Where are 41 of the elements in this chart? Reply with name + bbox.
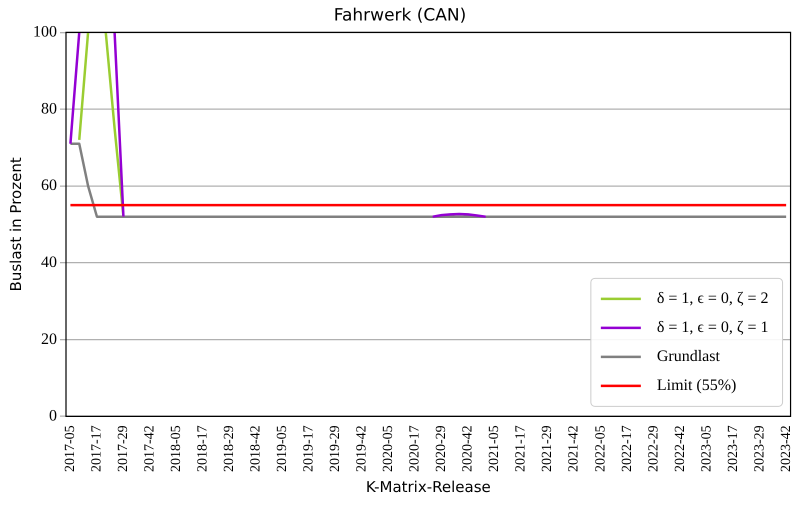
x-tick-label: 2023-05 [699,425,714,472]
x-tick-label: 2018-42 [248,425,264,472]
x-tick-label: 2017-17 [90,425,105,472]
y-tick-label: 40 [41,254,57,271]
legend-label: Limit (55%) [656,377,736,394]
x-tick-label: 2020-29 [434,425,450,472]
x-tick-label: 2017-29 [116,425,132,472]
y-tick-label: 100 [33,24,57,41]
x-tick-label: 2018-05 [169,425,184,472]
chart-title: Fahrwerk (CAN) [334,6,466,26]
x-tick-label: 2021-17 [514,425,529,472]
y-axis-title: Buslast in Prozent [6,157,25,292]
x-tick-label: 2018-29 [222,425,238,472]
legend-label: δ = 1, ϵ = 0, ζ = 2 [656,290,769,308]
x-tick-label: 2021-42 [566,425,582,472]
x-tick-label: 2022-42 [672,425,688,472]
x-tick-label: 2022-29 [646,425,662,472]
x-tick-label: 2019-17 [302,425,317,472]
x-tick-label: 2019-42 [354,425,370,472]
x-tick-label: 2019-29 [328,425,344,472]
x-tick-label: 2021-05 [487,425,502,472]
x-tick-label: 2022-05 [593,425,608,472]
x-tick-label: 2023-42 [778,425,794,472]
y-tick-label: 60 [41,177,57,194]
x-tick-label: 2022-17 [620,425,635,472]
legend-label: Grundlast [656,348,720,366]
x-tick-label: 2020-17 [408,425,423,472]
x-tick-label: 2023-29 [752,425,768,472]
y-tick-label: 0 [49,408,57,425]
x-tick-label: 2017-05 [63,425,78,472]
x-tick-label: 2021-29 [540,425,556,472]
x-tick-label: 2020-05 [381,425,396,472]
y-tick-label: 20 [41,330,57,348]
legend-label: δ = 1, ϵ = 0, ζ = 1 [656,319,769,336]
x-tick-label: 2018-17 [196,425,211,472]
x-tick-label: 2020-42 [460,425,476,472]
x-axis-title: K-Matrix-Release [366,478,491,496]
x-tick-label: 2019-05 [275,425,290,472]
x-tick-label: 2017-42 [142,425,158,472]
y-tick-label: 80 [41,100,57,118]
x-tick-label: 2023-17 [726,425,741,472]
